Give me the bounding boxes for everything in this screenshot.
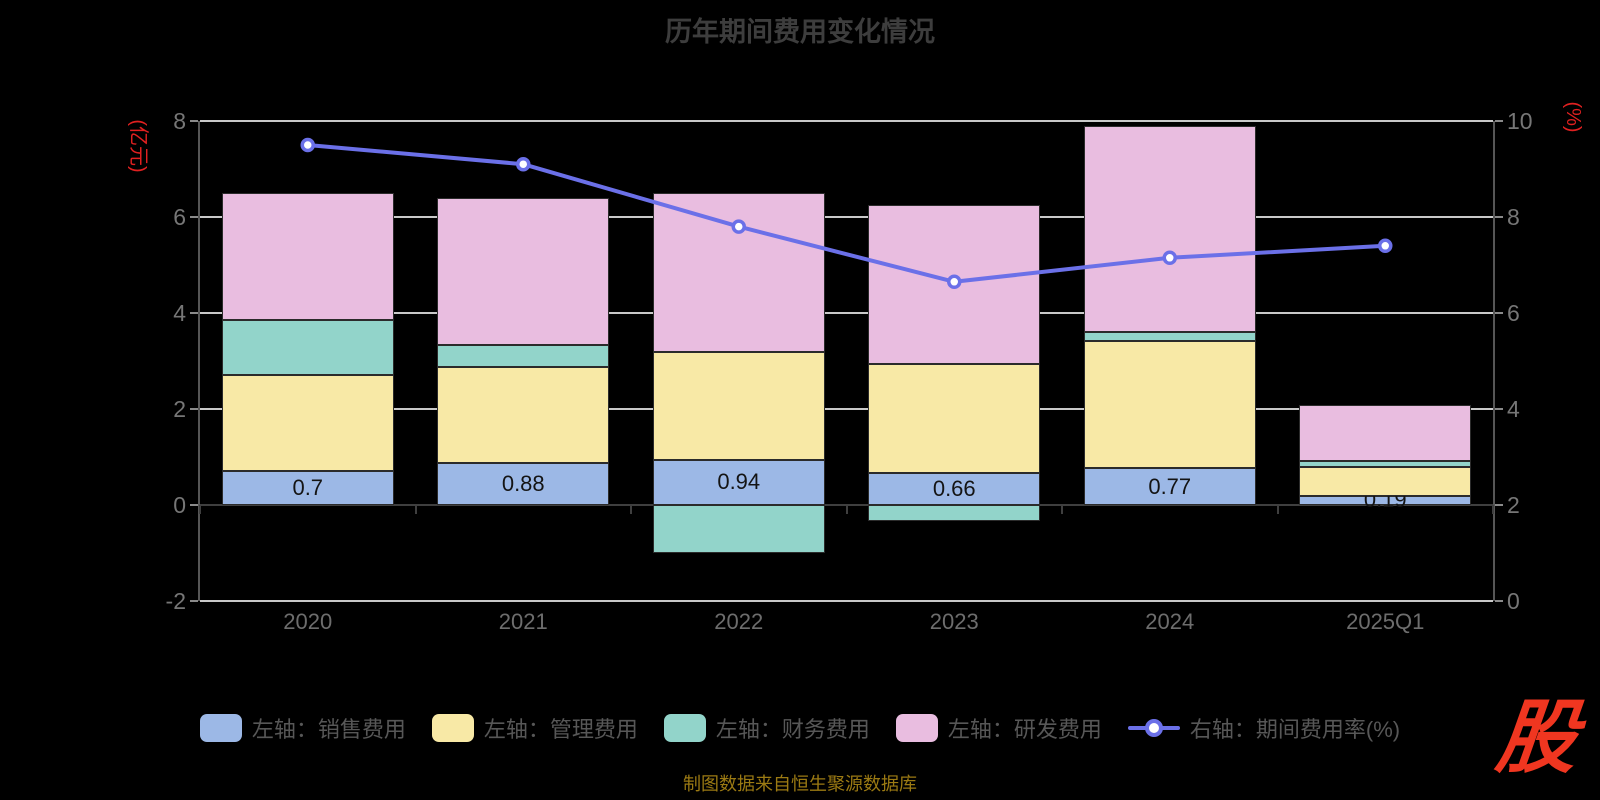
legend-label: 左轴：管理费用 [483, 717, 638, 742]
legend: 左轴：销售费用 左轴：管理费用 左轴：财务费用 左轴：研发费用 右轴：期间费用率(%) [0, 712, 1600, 744]
legend-label: 左轴：财务费用 [715, 717, 870, 742]
right-axis-tick-10 [1495, 120, 1503, 122]
bar-segment-sales-2022[interactable] [652, 459, 825, 505]
data-source-note: 制图数据来自恒生聚源数据库 [683, 774, 917, 794]
right-axis-tick-6 [1495, 312, 1503, 314]
bar-segment-sales-2024[interactable] [1083, 468, 1256, 505]
legend-line-marker-icon [1127, 719, 1180, 737]
bar-segment-admin-2024[interactable] [1083, 340, 1256, 469]
bar-segment-admin-2021[interactable] [437, 366, 610, 463]
legend-label: 左轴：销售费用 [251, 717, 406, 742]
bar-segment-sales-2020[interactable] [221, 471, 394, 505]
bar-segment-rd-2020[interactable] [221, 193, 394, 321]
x-axis-tick [1061, 505, 1063, 514]
bar-segment-admin-2022[interactable] [652, 351, 825, 460]
right-axis-line [1493, 121, 1495, 601]
bar-value-label-2021: 0.88 [501, 470, 545, 496]
x-label-2025Q1: 2025Q1 [1346, 609, 1425, 634]
left-axis-label--2: -2 [165, 588, 186, 614]
left-axis-line [198, 121, 200, 601]
gridline-2 [200, 408, 1493, 410]
bar-segment-finance-2023[interactable] [868, 505, 1041, 521]
gridline--2 [200, 600, 1493, 602]
bar-segment-finance-2020[interactable] [221, 320, 394, 376]
right-axis-label-8: 8 [1507, 204, 1520, 230]
bar-segment-rd-2021[interactable] [437, 197, 610, 346]
bar-segment-admin-2023[interactable] [868, 363, 1041, 474]
legend-swatch-admin-icon [431, 714, 474, 742]
bar-segment-sales-2021[interactable] [437, 462, 610, 505]
x-axis-tick [1276, 505, 1279, 514]
left-axis-label-2: 2 [173, 396, 186, 422]
legend-item-4[interactable]: 右轴：期间费用率(%) [1127, 712, 1401, 744]
x-axis-tick [1492, 505, 1494, 514]
left-axis-label-8: 8 [173, 108, 186, 134]
bar-segment-sales-2025Q1[interactable] [1299, 495, 1472, 505]
chart-title: 历年期间费用变化情况 [665, 17, 935, 47]
bar-segment-admin-2025Q1[interactable] [1299, 467, 1472, 496]
bar-segment-rd-2022[interactable] [652, 193, 825, 352]
x-label-2024: 2024 [1145, 609, 1195, 634]
x-axis-tick [199, 505, 201, 514]
legend-item-1[interactable]: 左轴：管理费用 [431, 712, 638, 744]
bar-segment-finance-2021[interactable] [437, 345, 610, 367]
right-axis-tick-8 [1495, 216, 1503, 218]
bar-value-label-2020: 0.7 [292, 475, 324, 501]
right-axis-tick-0 [1495, 600, 1503, 602]
bar-value-label-2022: 0.94 [717, 469, 761, 495]
x-axis-tick [845, 505, 848, 514]
x-label-2021: 2021 [498, 609, 548, 634]
left-axis-label-0: 0 [173, 492, 186, 518]
bar-segment-rd-2025Q1[interactable] [1299, 405, 1472, 461]
bar-segment-finance-2025Q1[interactable] [1299, 460, 1472, 468]
legend-swatch-rd-icon [895, 714, 938, 742]
x-axis-tick [630, 505, 632, 514]
left-axis-label-6: 6 [173, 204, 186, 230]
legend-item-3[interactable]: 左轴：研发费用 [895, 712, 1102, 744]
legend-label: 左轴：研发费用 [947, 717, 1102, 742]
x-label-2022: 2022 [714, 609, 764, 634]
left-axis-tick--2 [190, 600, 198, 602]
gridline-6 [200, 216, 1493, 218]
bar-segment-finance-2024[interactable] [1083, 332, 1256, 341]
right-axis-label-4: 4 [1507, 396, 1520, 422]
bar-segment-finance-2022[interactable] [652, 505, 825, 553]
left-axis-tick-4 [190, 312, 198, 314]
bar-segment-sales-2023[interactable] [868, 473, 1041, 505]
bar-segment-rd-2023[interactable] [868, 205, 1041, 364]
left-axis-label-4: 4 [173, 300, 186, 326]
left-axis-tick-6 [190, 216, 198, 218]
legend-swatch-finance-icon [663, 714, 706, 742]
x-label-2020: 2020 [283, 609, 333, 634]
stock-app-logo: 股 [1492, 693, 1582, 782]
legend-line-dot-icon [1144, 719, 1163, 737]
legend-item-0[interactable]: 左轴：销售费用 [199, 712, 406, 744]
right-axis-label-6: 6 [1507, 300, 1520, 326]
right-axis-label-0: 0 [1507, 588, 1520, 614]
right-axis-label-2: 2 [1507, 492, 1520, 518]
legend-item-2[interactable]: 左轴：财务费用 [663, 712, 870, 744]
left-axis-tick-0 [190, 504, 198, 506]
right-axis-label-10: 10 [1507, 108, 1533, 134]
legend-swatch-sales-icon [199, 714, 242, 742]
bar-segment-admin-2020[interactable] [221, 375, 394, 472]
x-label-2023: 2023 [929, 609, 979, 634]
left-axis-tick-2 [190, 408, 198, 410]
right-axis-tick-4 [1495, 408, 1503, 410]
bar-value-label-2024: 0.77 [1148, 473, 1192, 499]
legend-label: 右轴：期间费用率(%) [1189, 717, 1401, 742]
bar-value-label-2023: 0.66 [932, 476, 976, 502]
right-axis-tick-2 [1495, 504, 1503, 506]
gridline-8 [200, 120, 1493, 122]
gridline-4 [200, 312, 1493, 314]
left-axis-tick-8 [190, 120, 198, 122]
x-axis-tick [414, 505, 417, 514]
bar-segment-rd-2024[interactable] [1083, 125, 1256, 333]
